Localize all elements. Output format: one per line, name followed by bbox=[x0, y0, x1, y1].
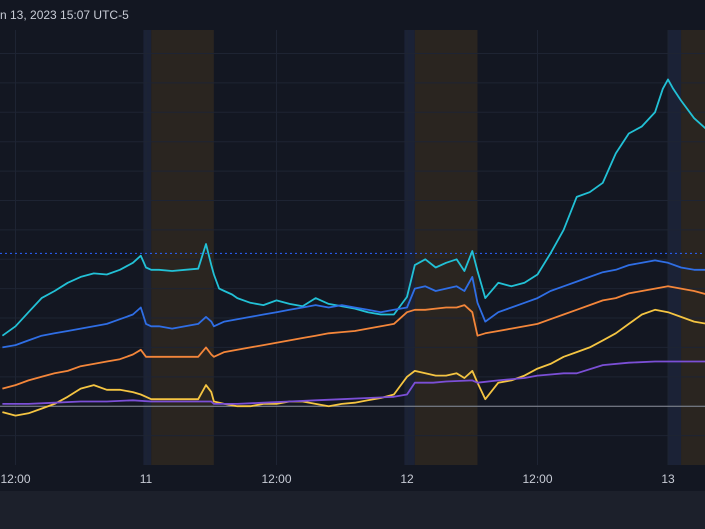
x-tick-label: 13 bbox=[661, 472, 675, 486]
band-post-3 bbox=[414, 30, 478, 465]
series-line-3[interactable] bbox=[2, 308, 705, 417]
band-post-1 bbox=[151, 30, 214, 465]
series-line-1[interactable] bbox=[2, 259, 705, 349]
x-tick-label: 12:00 bbox=[0, 472, 30, 486]
extended-hours-bands bbox=[143, 30, 705, 465]
band-post-5 bbox=[681, 30, 705, 465]
series-lines bbox=[1, 78, 705, 417]
x-tick-label: 12 bbox=[400, 472, 414, 486]
header-timestamp: n 13, 2023 15:07 UTC-5 bbox=[0, 8, 129, 22]
reference-lines bbox=[0, 252, 705, 407]
x-tick-label: 11 bbox=[140, 472, 153, 486]
x-axis: 12:00 11 12:00 12 12:00 13 bbox=[0, 465, 705, 529]
band-pre-2 bbox=[404, 30, 415, 465]
band-pre-0 bbox=[143, 30, 152, 465]
bottom-toolbar-area bbox=[0, 491, 705, 529]
x-axis-bar bbox=[0, 465, 705, 491]
band-pre-4 bbox=[668, 30, 682, 465]
x-tick-label: 12:00 bbox=[261, 472, 291, 486]
series-line-0[interactable] bbox=[1, 78, 705, 337]
series-line-2[interactable] bbox=[2, 285, 705, 390]
series-line-4[interactable] bbox=[2, 360, 705, 405]
x-tick-label: 12:00 bbox=[522, 472, 552, 486]
